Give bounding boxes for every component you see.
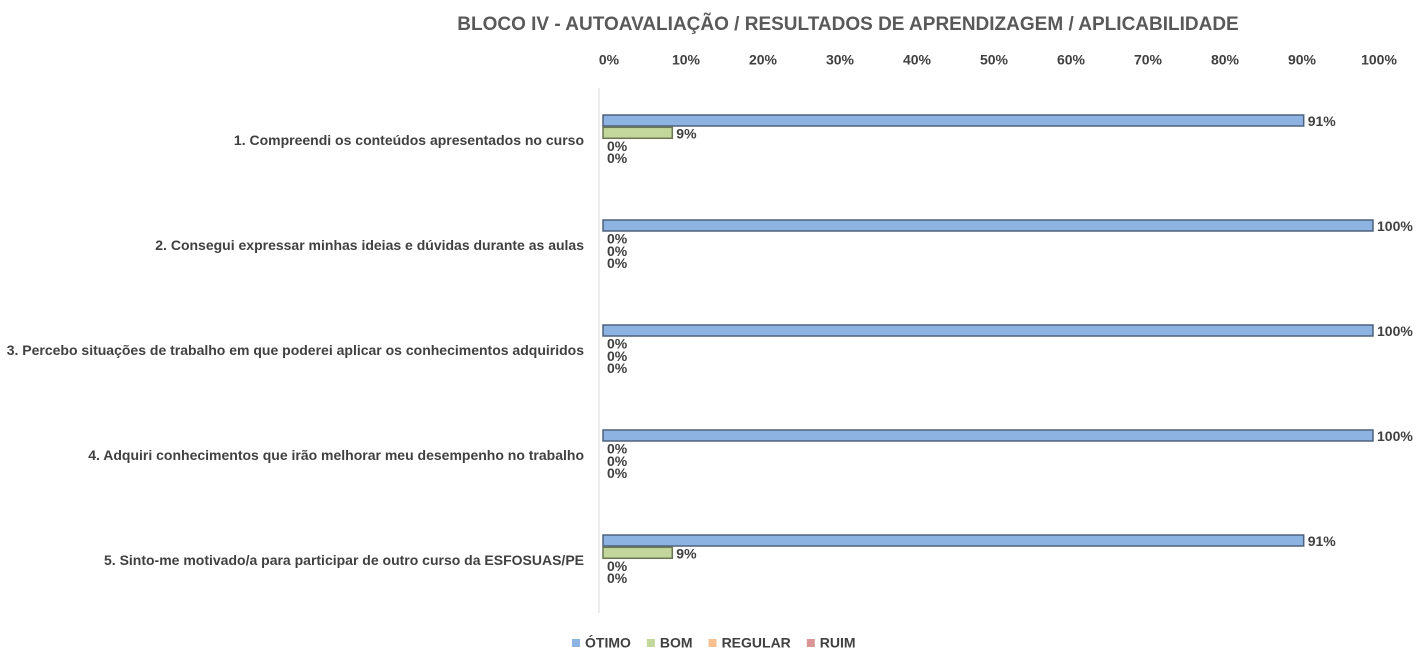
x-tick-label: 20% [749,52,778,68]
data-label: 91% [1308,113,1337,129]
legend-swatch [646,639,655,647]
data-label: 100% [1377,323,1413,339]
y-tick-label: 5. Sinto-me motivado/a para participar d… [104,552,584,568]
data-label: 0% [607,138,628,154]
data-label: 0% [607,255,628,271]
data-label: 100% [1377,218,1413,234]
y-tick-label: 2. Consegui expressar minhas ideias e dú… [155,237,584,253]
data-label: 100% [1377,428,1413,444]
data-label: 0% [607,336,628,352]
data-label: 0% [607,441,628,457]
bar [602,534,1305,547]
legend-swatch [572,639,580,647]
data-label: 0% [607,150,628,166]
data-label: 0% [607,348,628,364]
legend-label: BOM [660,635,693,651]
bar [602,114,1305,127]
chart-title: BLOCO IV - AUTOAVALIAÇÃO / RESULTADOS DE… [457,13,1238,35]
legend-label: RUIM [820,635,856,651]
bar [602,546,674,560]
data-label: 0% [607,453,628,469]
data-label: 0% [607,360,628,376]
data-label: 9% [676,546,697,562]
y-tick-label: 1. Compreendi os conteúdos apresentados … [234,132,584,148]
x-tick-label: 0% [599,52,620,68]
bar [602,219,1374,232]
data-label: 0% [607,465,628,481]
x-tick-label: 60% [1057,52,1086,68]
x-tick-label: 100% [1361,52,1397,68]
x-tick-label: 80% [1211,52,1240,68]
data-label: 0% [607,231,628,247]
y-tick-label: 3. Percebo situações de trabalho em que … [7,342,584,358]
data-label: 0% [607,558,628,574]
x-tick-label: 10% [672,52,701,68]
legend-label: ÓTIMO [585,634,631,651]
x-tick-label: 90% [1288,52,1317,68]
data-label: 9% [676,126,697,142]
x-tick-label: 70% [1134,52,1163,68]
data-label: 91% [1308,533,1337,549]
x-tick-label: 30% [826,52,855,68]
data-label: 0% [607,570,628,586]
legend-swatch [806,639,815,647]
x-tick-label: 50% [980,52,1009,68]
legend-label: REGULAR [722,635,791,651]
bar [602,126,674,140]
bar [602,429,1374,442]
x-tick-label: 40% [903,52,932,68]
data-label: 0% [607,243,628,259]
y-tick-label: 4. Adquiri conhecimentos que irão melhor… [88,447,584,463]
legend-swatch [708,639,717,647]
bar [602,324,1374,337]
